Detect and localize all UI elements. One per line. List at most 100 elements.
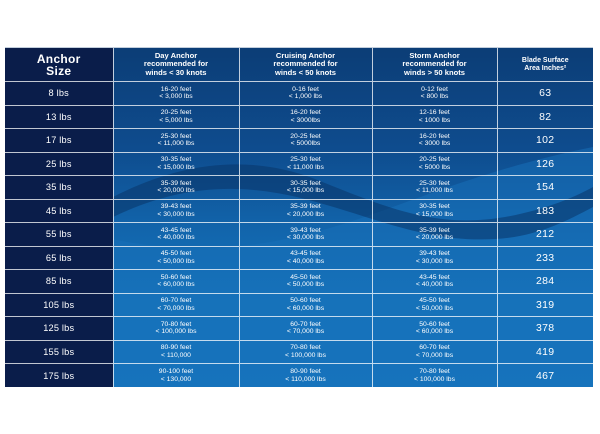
table-row: 17 lbs 25-30 feet < 11,000 lbs 20-25 feet < …	[5, 128, 593, 152]
boat-weight: < 1000 lbs	[418, 116, 451, 124]
boat-weight: < 30,000 lbs	[415, 257, 454, 265]
storm-anchor-cell: 0-12 feet < 800 lbs	[371, 81, 497, 105]
rode-length: 39-43 feet	[290, 226, 321, 234]
anchor-size-cell: 45 lbs	[5, 198, 113, 223]
boat-weight: < 70,000 lbs	[286, 328, 325, 336]
cruising-anchor-cell: 25-30 feet < 11,000 lbs	[238, 151, 372, 176]
day-anchor-cell: 90-100 feet < 130,000	[112, 363, 239, 387]
boat-weight: < 60,000 lbs	[286, 304, 325, 312]
cruising-anchor-cell: 70-80 feet < 100,000 lbs	[238, 339, 372, 364]
cruising-anchor-cell: 45-50 feet < 50,000 lbs	[238, 269, 372, 293]
boat-weight: < 130,000	[160, 375, 192, 383]
storm-anchor-cell: 43-45 feet < 40,000 lbs	[371, 269, 497, 293]
boat-weight: < 100,000 lbs	[284, 351, 326, 359]
boat-weight: < 800 lbs	[420, 93, 449, 101]
anchor-size-cell: 13 lbs	[5, 104, 113, 129]
rode-length: 70-80 feet	[160, 320, 192, 328]
day-anchor-cell: 35-39 feet < 20,000 lbs	[112, 175, 239, 199]
storm-anchor-cell: 25-30 feet < 11,000 lbs	[371, 175, 497, 199]
boat-weight: < 50,000 lbs	[157, 257, 195, 265]
storm-anchor-cell: 60-70 feet < 70,000 lbs	[371, 339, 497, 364]
boat-weight: < 110,000	[161, 351, 191, 359]
rode-length: 43-45 feet	[419, 273, 450, 281]
boat-weight: < 40,000 lbs	[286, 257, 325, 265]
rode-length: 30-35 feet	[419, 203, 450, 211]
boat-weight: < 11,000 lbs	[416, 187, 453, 195]
blade-area-cell: 63	[496, 81, 593, 105]
blade-area-cell: 154	[496, 175, 593, 199]
anchor-table: Anchor Size Day Anchor recommended for w…	[5, 47, 593, 387]
rode-length: 16-20 feet	[419, 132, 450, 140]
table-row: 35 lbs 35-39 feet < 20,000 lbs 30-35 feet < …	[5, 175, 593, 199]
anchor-size-cell: 55 lbs	[5, 222, 113, 246]
blade-area-cell: 319	[496, 292, 593, 317]
rode-length: 50-60 feet	[419, 320, 450, 328]
blade-area-cell: 233	[496, 245, 593, 270]
anchor-size-cell: 105 lbs	[5, 292, 113, 317]
anchor-size-cell: 85 lbs	[5, 269, 113, 293]
boat-weight: < 50,000 lbs	[415, 304, 454, 312]
rode-length: 70-80 feet	[290, 344, 321, 352]
rode-length: 50-60 feet	[290, 297, 321, 305]
boat-weight: < 20,000 lbs	[415, 234, 454, 242]
rode-length: 60-70 feet	[419, 344, 450, 352]
boat-weight: < 100,000 lbs	[413, 375, 455, 383]
rode-length: 39-43 feet	[160, 203, 192, 211]
blade-area-cell: 378	[496, 316, 593, 340]
rode-length: 80-90 feet	[290, 368, 321, 376]
boat-weight: < 70,000 lbs	[157, 304, 195, 312]
day-anchor-cell: 70-80 feet < 100,000 lbs	[112, 316, 239, 340]
rode-length: 35-39 feet	[290, 203, 321, 211]
rode-length: 16-20 feet	[160, 85, 192, 93]
boat-weight: < 30,000 lbs	[286, 234, 325, 242]
boat-weight: < 3,000 lbs	[159, 93, 193, 101]
day-anchor-cell: 25-30 feet < 11,000 lbs	[112, 128, 239, 152]
storm-anchor-cell: 16-20 feet < 3000 lbs	[371, 128, 497, 152]
rode-length: 20-25 feet	[160, 109, 192, 117]
rode-length: 43-45 feet	[290, 250, 321, 258]
boat-weight: < 50,000 lbs	[286, 281, 325, 289]
rode-length: 35-39 feet	[419, 226, 450, 234]
blade-area-cell: 419	[496, 339, 593, 364]
rode-length: 25-30 feet	[290, 156, 321, 164]
boat-weight: < 15,000 lbs	[415, 210, 454, 218]
rode-length: 50-60 feet	[160, 273, 192, 281]
boat-weight: < 5000lbs	[290, 140, 321, 148]
cruising-anchor-cell: 60-70 feet < 70,000 lbs	[238, 316, 372, 340]
day-anchor-cell: 39-43 feet < 30,000 lbs	[112, 198, 239, 223]
storm-anchor-cell: 35-39 feet < 20,000 lbs	[371, 222, 497, 246]
boat-weight: < 60,000 lbs	[415, 328, 454, 336]
table-row: 175 lbs 90-100 feet < 130,000 80-90 feet < 1…	[5, 363, 593, 387]
boat-weight: < 110,000 lbs	[285, 375, 326, 383]
cruising-anchor-cell: 43-45 feet < 40,000 lbs	[238, 245, 372, 270]
blade-area-cell: 102	[496, 128, 593, 152]
day-anchor-header: Day Anchor recommended for winds < 30 kn…	[112, 47, 239, 82]
blade-area-cell: 467	[496, 363, 593, 387]
rode-length: 0-12 feet	[421, 85, 448, 93]
anchor-size-cell: 25 lbs	[5, 151, 113, 176]
day-anchor-cell: 20-25 feet < 5,000 lbs	[112, 104, 239, 129]
day-anchor-cell: 60-70 feet < 70,000 lbs	[112, 292, 239, 317]
table-row: 45 lbs 39-43 feet < 30,000 lbs 35-39 feet < …	[5, 198, 593, 223]
cruising-anchor-cell: 80-90 feet < 110,000 lbs	[238, 363, 372, 387]
anchor-size-cell: 35 lbs	[5, 175, 113, 199]
day-anchor-cell: 30-35 feet < 15,000 lbs	[112, 151, 239, 176]
boat-weight: < 15,000 lbs	[157, 163, 195, 171]
day-anchor-cell: 43-45 feet < 40,000 lbs	[112, 222, 239, 246]
blade-area-cell: 212	[496, 222, 593, 246]
rode-length: 12-16 feet	[419, 109, 450, 117]
blade-area-cell: 284	[496, 269, 593, 293]
anchor-size-cell: 17 lbs	[5, 128, 113, 152]
table-row: 25 lbs 30-35 feet < 15,000 lbs 25-30 feet < …	[5, 151, 593, 176]
storm-anchor-cell: 45-50 feet < 50,000 lbs	[371, 292, 497, 317]
header-row: Anchor Size Day Anchor recommended for w…	[5, 47, 593, 82]
boat-weight: < 3000lbs	[290, 116, 321, 124]
boat-weight: < 15,000 lbs	[286, 187, 325, 195]
anchor-size-cell: 155 lbs	[5, 339, 113, 364]
boat-weight: < 5,000 lbs	[159, 116, 193, 124]
cruising-anchor-cell: 16-20 feet < 3000lbs	[238, 104, 372, 129]
anchor-size-cell: 65 lbs	[5, 245, 113, 270]
boat-weight: < 40,000 lbs	[157, 234, 195, 242]
blade-area-header: Blade Surface Area Inches²	[496, 47, 593, 82]
table-row: 155 lbs 80-90 feet < 110,000 70-80 feet < 10…	[5, 339, 593, 364]
